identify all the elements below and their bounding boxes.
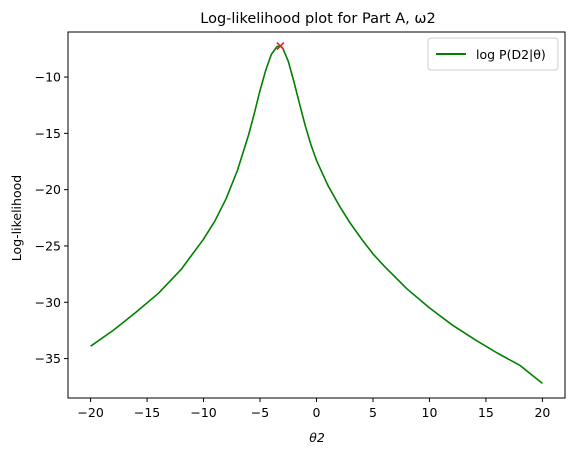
x-tick-label: −10 (190, 405, 216, 420)
x-axis-label: θ2 (309, 430, 325, 445)
y-tick-label: −15 (35, 126, 61, 141)
legend-frame (427, 37, 559, 71)
chart-title: Log-likelihood plot for Part A, ω2 (200, 11, 435, 27)
y-axis-label: Log-likelihood (9, 175, 24, 261)
max-likelihood-marker (276, 42, 285, 51)
y-tick-label: −25 (35, 238, 61, 253)
y-tick-label: −30 (35, 295, 61, 310)
plot-area (67, 31, 566, 399)
x-tick-label: 0 (313, 405, 321, 420)
series-layer (90, 42, 543, 385)
legend: log P(D2|θ) (427, 37, 559, 71)
x-tick-label: 20 (534, 405, 550, 420)
marker-stroke (276, 42, 285, 51)
x-tick-label: 10 (422, 405, 438, 420)
y-tick-label: −10 (35, 70, 61, 85)
x-tick-label: −15 (134, 405, 160, 420)
series-line (90, 45, 543, 385)
x-tick-label: 5 (369, 405, 377, 420)
y-tick-label: −35 (35, 351, 61, 366)
y-tick-label: −20 (35, 182, 61, 197)
y-axis-ticks: −35 −30 −25 −20 −15 −10 (35, 70, 68, 366)
x-tick-label: −5 (251, 405, 269, 420)
legend-label: log P(D2|θ) (476, 47, 546, 62)
x-tick-label: −20 (77, 405, 103, 420)
x-axis-ticks: −20 −15 −10 −5 0 5 10 15 20 (77, 398, 550, 420)
x-tick-label: 15 (478, 405, 494, 420)
